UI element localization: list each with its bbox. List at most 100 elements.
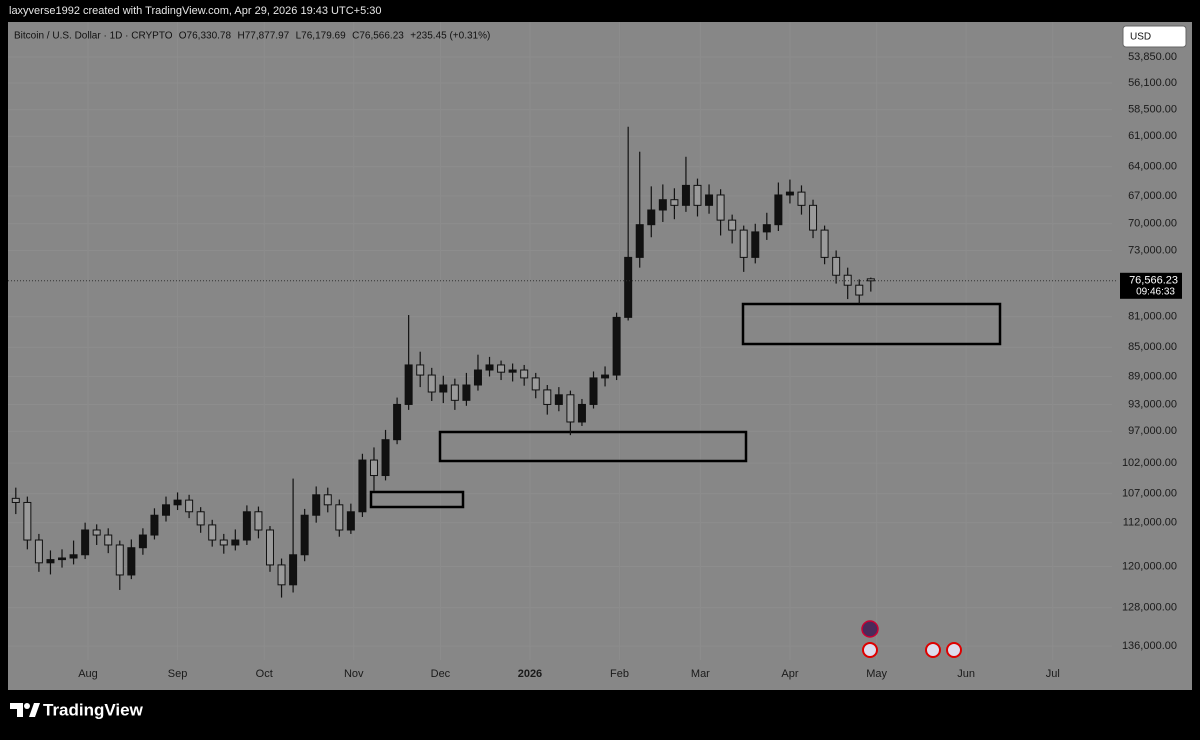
candle-body bbox=[404, 364, 413, 405]
y-tick-label: 120,000.00 bbox=[1122, 560, 1177, 572]
logo: TradingView bbox=[10, 700, 144, 719]
candle-body bbox=[554, 394, 563, 405]
x-tick-label: Mar bbox=[691, 668, 710, 680]
y-tick-label: 67,000.00 bbox=[1128, 190, 1177, 202]
event-icons bbox=[861, 620, 962, 658]
y-tick-label: 93,000.00 bbox=[1128, 398, 1177, 410]
candle-body bbox=[34, 539, 43, 564]
event-icon[interactable] bbox=[925, 642, 941, 658]
legend-value: +235.45 (+0.31%) bbox=[410, 31, 490, 42]
y-tick-label: 56,100.00 bbox=[1128, 77, 1177, 89]
credit: laxyverse1992 created with TradingView.c… bbox=[9, 5, 382, 17]
x-tick-label: Nov bbox=[344, 668, 364, 680]
y-tick-label: 107,000.00 bbox=[1122, 488, 1177, 500]
x-tick-label: 2026 bbox=[518, 668, 542, 680]
candle-body bbox=[647, 209, 656, 226]
candle-body bbox=[751, 231, 760, 258]
y-tick-label: 89,000.00 bbox=[1128, 370, 1177, 382]
candle-body bbox=[462, 384, 471, 401]
usd-button-label[interactable]: USD bbox=[1130, 32, 1151, 43]
candle-body bbox=[393, 403, 402, 441]
y-tick-label: 61,000.00 bbox=[1128, 130, 1177, 142]
candle-body bbox=[531, 377, 540, 391]
zone-box bbox=[741, 302, 1002, 346]
y-tick-label: 64,000.00 bbox=[1128, 161, 1177, 173]
countdown: 09:46:33 bbox=[1136, 286, 1175, 297]
candle-body bbox=[369, 459, 378, 477]
usd-button[interactable]: USD bbox=[1122, 25, 1187, 48]
y-tick-label: 70,000.00 bbox=[1128, 218, 1177, 230]
chart-panel bbox=[8, 22, 1192, 690]
candle-body bbox=[219, 539, 228, 546]
candle-body bbox=[185, 499, 194, 513]
y-tick-label: 53,850.00 bbox=[1128, 51, 1177, 63]
y-tick-label: 136,000.00 bbox=[1122, 640, 1177, 652]
candle-body bbox=[635, 224, 644, 258]
legend-value: O76,330.78 bbox=[179, 31, 232, 42]
price-tag-label: 76,566.23 bbox=[1129, 275, 1178, 287]
event-icon[interactable] bbox=[862, 642, 878, 658]
legend-value: C76,566.23 bbox=[352, 31, 404, 42]
candle-body bbox=[289, 554, 298, 586]
candle-body bbox=[115, 544, 124, 576]
candle-body bbox=[81, 529, 90, 556]
candle-body bbox=[173, 499, 182, 506]
price-tag-box bbox=[1120, 272, 1182, 299]
candle-body bbox=[150, 514, 159, 536]
event-icon[interactable] bbox=[861, 620, 879, 638]
candle-body bbox=[127, 547, 136, 576]
x-tick-label: Apr bbox=[781, 668, 798, 680]
candle-body bbox=[346, 511, 355, 531]
candle-body bbox=[300, 514, 309, 556]
candle-body bbox=[693, 184, 702, 206]
usd-button-box[interactable] bbox=[1122, 25, 1187, 48]
candle-body bbox=[104, 534, 113, 546]
candle-body bbox=[739, 229, 748, 258]
candle-body bbox=[450, 384, 459, 401]
candle-body bbox=[242, 511, 251, 541]
candle-body bbox=[254, 511, 263, 531]
candle-body bbox=[473, 369, 482, 386]
x-tick-label: Sep bbox=[168, 668, 188, 680]
candle-body bbox=[520, 369, 529, 379]
candles bbox=[11, 126, 875, 598]
candle-body bbox=[797, 191, 806, 206]
legend-value: L76,179.69 bbox=[296, 31, 346, 42]
candle-body bbox=[577, 403, 586, 423]
y-tick-label: 97,000.00 bbox=[1128, 425, 1177, 437]
candle-body bbox=[58, 557, 67, 561]
candle-body bbox=[601, 374, 610, 379]
candle-body bbox=[312, 494, 321, 516]
candle-body bbox=[728, 219, 737, 231]
candle-body bbox=[497, 364, 506, 373]
logo-mark bbox=[10, 703, 23, 717]
candle-body bbox=[196, 511, 205, 526]
symbol: Bitcoin / U.S. Dollar · 1D · CRYPTO bbox=[14, 31, 173, 42]
candle-body bbox=[277, 564, 286, 586]
candle-body bbox=[416, 364, 425, 376]
candle-body bbox=[866, 278, 875, 282]
candle-body bbox=[670, 199, 679, 206]
candle-body bbox=[265, 529, 274, 566]
candle-body bbox=[785, 191, 794, 196]
x-tick-label: Oct bbox=[256, 668, 273, 680]
event-icon[interactable] bbox=[946, 642, 962, 658]
candle-body bbox=[427, 374, 436, 393]
candle-body bbox=[566, 394, 575, 423]
candle-body bbox=[624, 256, 633, 318]
candle-body bbox=[231, 539, 240, 546]
logo-mark bbox=[24, 703, 30, 709]
candle-body bbox=[11, 497, 20, 503]
candle-body bbox=[774, 194, 783, 226]
candle-body bbox=[612, 316, 621, 376]
candle-body bbox=[832, 256, 841, 276]
candle-body bbox=[162, 504, 171, 516]
x-tick-label: May bbox=[866, 668, 887, 680]
candle-body bbox=[92, 529, 101, 536]
y-tick-label: 58,500.00 bbox=[1128, 104, 1177, 116]
y-tick-label: 112,000.00 bbox=[1123, 517, 1177, 529]
y-tick-label: 102,000.00 bbox=[1122, 457, 1177, 469]
candle-body bbox=[208, 524, 217, 541]
